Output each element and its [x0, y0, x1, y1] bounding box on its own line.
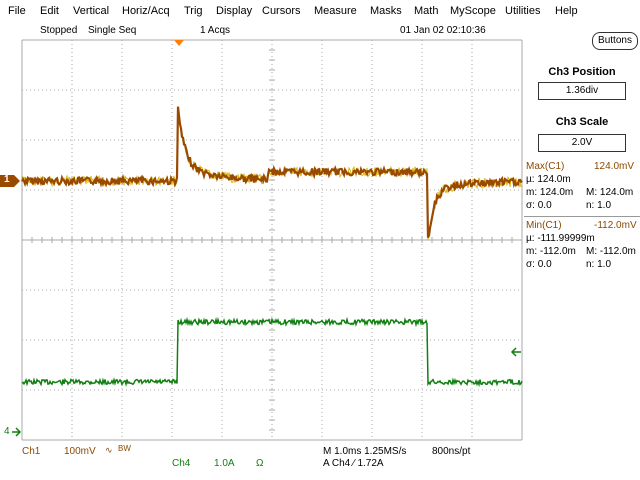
position-field[interactable]: 1.36div — [538, 82, 626, 100]
ch1-scale-readout[interactable]: 100mV — [64, 446, 96, 457]
graticule — [21, 39, 523, 441]
menu-cursors[interactable]: Cursors — [262, 5, 301, 17]
status-bar: Ch1 100mV ∿ BW Ch4 1.0A Ω M 1.0ms 1.25MS… — [0, 440, 640, 480]
menu-vertical[interactable]: Vertical — [73, 5, 110, 17]
date-time: 01 Jan 02 02:10:36 — [400, 25, 486, 36]
ch1-ground-marker[interactable] — [0, 175, 20, 187]
max-mean: µ: 124.0m — [526, 174, 571, 185]
menu-help[interactable]: Help — [555, 5, 578, 17]
max-value: 124.0mV — [594, 161, 635, 172]
position-title: Ch3 Position — [548, 66, 616, 78]
acq-mode: Single Seq — [88, 25, 137, 36]
menu-edit[interactable]: Edit — [40, 5, 59, 17]
ch1-marker-label: 1 — [4, 174, 10, 185]
ch1-readout-label[interactable]: Ch1 — [22, 446, 41, 457]
menu-utilities[interactable]: Utilities — [505, 5, 541, 17]
measurement-divider — [524, 216, 640, 217]
ch4-waveform — [21, 316, 523, 388]
min-sigma: σ: 0.0 — [526, 259, 552, 270]
scale-title: Ch3 Scale — [555, 116, 609, 128]
buttons-button[interactable]: Buttons — [592, 32, 638, 50]
ch4-unit-label: Ω — [256, 458, 264, 469]
max-sigma: σ: 0.0 — [526, 200, 552, 211]
min-count: n: 1.0 — [586, 259, 612, 270]
ch4-readout-label[interactable]: Ch4 — [172, 458, 191, 469]
menu-bar: File Edit Vertical Horiz/Acq Trig Displa… — [0, 0, 640, 22]
menu-horiz-acq[interactable]: Horiz/Acq — [122, 5, 170, 17]
side-panel: Buttons Ch3 Position 1.36div Ch3 Scale 2… — [524, 30, 640, 300]
scale-field[interactable]: 2.0V — [538, 134, 626, 152]
acq-state: Stopped — [40, 25, 78, 36]
trigger-position-icon[interactable] — [174, 40, 184, 46]
menu-math[interactable]: Math — [414, 5, 439, 17]
menu-masks[interactable]: Masks — [370, 5, 402, 17]
menu-measure[interactable]: Measure — [314, 5, 357, 17]
menu-file[interactable]: File — [8, 5, 26, 17]
menu-myscope[interactable]: MyScope — [450, 5, 496, 17]
max-min: m: 124.0m — [526, 187, 574, 198]
min-label: Min(C1) — [526, 220, 562, 231]
ch4-marker-label: 4 — [4, 426, 10, 437]
trigger-level-marker[interactable] — [510, 347, 521, 357]
min-mean: µ: -111.99999m — [526, 233, 595, 244]
ch1-waveform — [20, 106, 523, 240]
menu-trig[interactable]: Trig — [184, 5, 203, 17]
trigger-readout[interactable]: A Ch4 ⁄ 1.72A — [323, 458, 384, 469]
sample-interval-readout: 800ns/pt — [432, 446, 471, 457]
max-max: M: 124.0m — [586, 187, 634, 198]
acq-count: 1 Acqs — [200, 25, 231, 36]
min-max: M: -112.0m — [586, 246, 636, 257]
ch4-scale-readout[interactable]: 1.0A — [214, 458, 235, 469]
status-line: Stopped Single Seq 1 Acqs 01 Jan 02 02:1… — [0, 24, 525, 38]
ch4-ground-marker[interactable] — [12, 427, 22, 437]
min-min: m: -112.0m — [526, 246, 576, 257]
min-value: -112.0mV — [594, 220, 637, 231]
ch1-bandwidth-label: BW — [118, 444, 131, 453]
ch1-coupling-icon: ∿ — [105, 445, 113, 455]
max-count: n: 1.0 — [586, 200, 612, 211]
timebase-readout[interactable]: M 1.0ms 1.25MS/s — [323, 446, 407, 457]
menu-display[interactable]: Display — [216, 5, 253, 17]
max-label: Max(C1) — [526, 161, 565, 172]
